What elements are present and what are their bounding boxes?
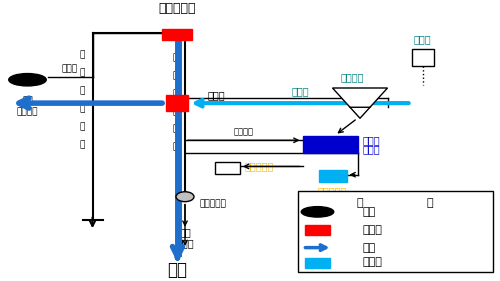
Text: 桶頭堰: 桶頭堰 [414, 34, 432, 44]
Text: 湖山淨水場: 湖山淨水場 [245, 162, 274, 171]
Bar [302, 136, 358, 153]
Text: 聯: 聯 [172, 89, 178, 98]
Text: 河口: 河口 [168, 261, 188, 279]
Bar [166, 96, 188, 111]
Text: 絡: 絡 [80, 104, 85, 113]
Text: 水力電廠: 水力電廠 [17, 107, 38, 116]
Text: 清水溪: 清水溪 [291, 86, 309, 96]
Text: 林內分水工: 林內分水工 [200, 199, 227, 208]
Bar [305, 225, 330, 235]
Text: 林內淨水場: 林內淨水場 [318, 186, 347, 196]
Bar [162, 29, 192, 40]
Bar [215, 162, 240, 174]
Text: 圖: 圖 [356, 198, 363, 208]
Text: 道: 道 [80, 140, 85, 149]
Ellipse shape [301, 207, 334, 217]
Text: 電廠: 電廠 [362, 207, 376, 217]
Text: 道: 道 [172, 143, 178, 152]
Text: 北: 北 [80, 51, 85, 60]
Text: 牛六大圳: 牛六大圳 [234, 127, 254, 136]
Text: 離島: 離島 [179, 228, 191, 237]
Text: 攔河堰: 攔河堰 [362, 225, 382, 235]
Text: 河川: 河川 [362, 243, 376, 253]
Text: 渠: 渠 [80, 122, 85, 131]
Text: 湖山水庫: 湖山水庫 [341, 72, 364, 83]
Text: 集集攔河堰: 集集攔河堰 [159, 2, 196, 15]
Text: 淨水場: 淨水場 [362, 257, 382, 267]
Text: 名間: 名間 [22, 96, 33, 105]
Polygon shape [332, 88, 388, 107]
Text: 例: 例 [427, 198, 434, 208]
Bar [305, 258, 330, 268]
Text: 同源圳: 同源圳 [62, 64, 78, 73]
Text: 聯: 聯 [80, 86, 85, 95]
Bar [412, 49, 434, 66]
Bar [298, 191, 492, 272]
Text: 林內前: 林內前 [362, 135, 380, 145]
Text: 渠: 渠 [172, 125, 178, 134]
Text: 處理池: 處理池 [362, 144, 380, 154]
Text: 斗六堰: 斗六堰 [208, 90, 225, 100]
Text: 絡: 絡 [172, 107, 178, 116]
Text: 岸: 岸 [172, 71, 178, 80]
Text: 南: 南 [172, 53, 178, 62]
Ellipse shape [9, 74, 46, 86]
Text: 岸: 岸 [80, 68, 85, 77]
Text: 工業區: 工業區 [176, 239, 194, 248]
Circle shape [176, 192, 194, 202]
Bar [318, 170, 346, 182]
